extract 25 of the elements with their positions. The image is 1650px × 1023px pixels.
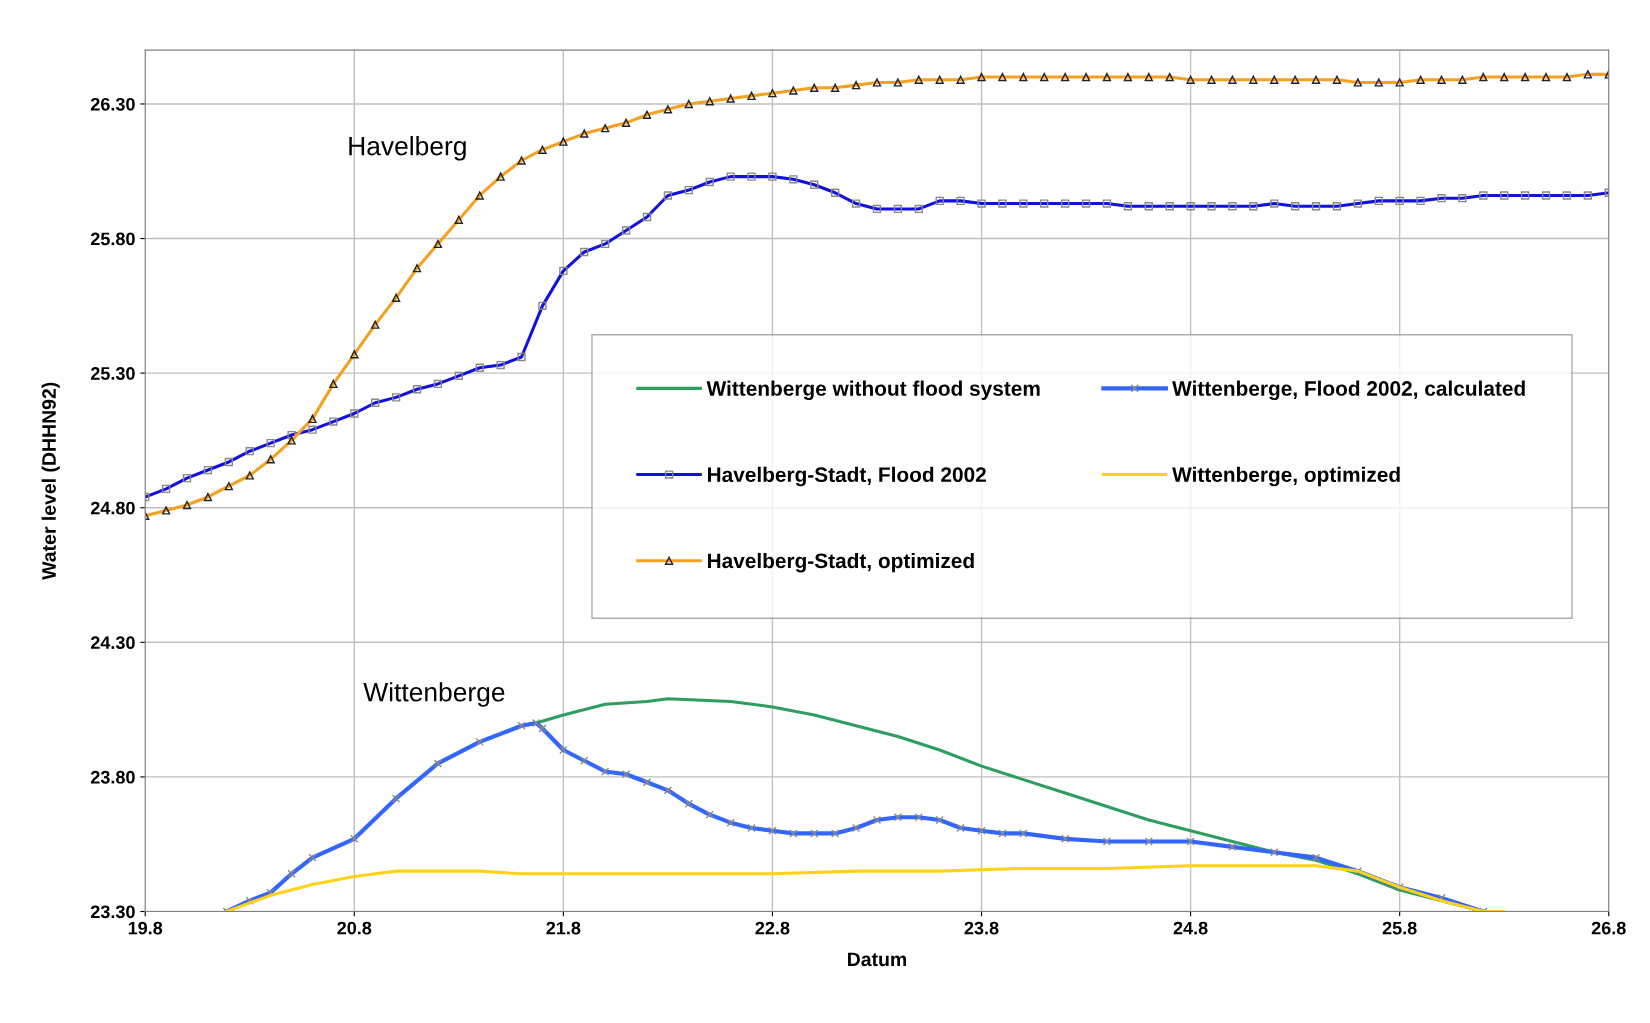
x-tick-label: 23.8 bbox=[964, 921, 999, 935]
x-tick-label: 20.8 bbox=[337, 921, 372, 935]
y-tick-label: 25.30 bbox=[90, 367, 135, 380]
x-tick-label: 24.8 bbox=[1173, 921, 1208, 935]
x-tick-label: 25.8 bbox=[1382, 921, 1417, 935]
x-tick-label: 21.8 bbox=[546, 921, 581, 935]
y-tick-label: 23.30 bbox=[90, 905, 135, 919]
legend-label: Wittenberge, optimized bbox=[1172, 466, 1400, 487]
y-axis-title: Water level (DHHN92) bbox=[41, 382, 60, 580]
y-tick-label: 24.80 bbox=[90, 501, 135, 515]
legend-label: Havelberg-Stadt, Flood 2002 bbox=[707, 466, 986, 487]
line-series bbox=[225, 864, 1506, 912]
annotation: Havelberg bbox=[349, 136, 466, 161]
x-tick-label: 22.8 bbox=[755, 921, 790, 935]
x-axis-title: Datum bbox=[848, 952, 907, 967]
annotation: Wittenberge bbox=[363, 682, 505, 707]
y-tick-label: 26.30 bbox=[90, 97, 135, 111]
y-tick-label: 23.80 bbox=[90, 770, 135, 784]
legend-label: Wittenberge, Flood 2002, calculated bbox=[1172, 380, 1525, 401]
legend-label: Wittenberge without flood system bbox=[706, 380, 1040, 401]
y-tick-label: 25.80 bbox=[90, 232, 135, 246]
y-tick-label: 24.30 bbox=[90, 636, 135, 650]
x-tick-label: 26.8 bbox=[1591, 921, 1626, 935]
legend-label: Havelberg-Stadt, optimized bbox=[707, 552, 974, 573]
x-tick-label: 19.8 bbox=[128, 921, 163, 935]
